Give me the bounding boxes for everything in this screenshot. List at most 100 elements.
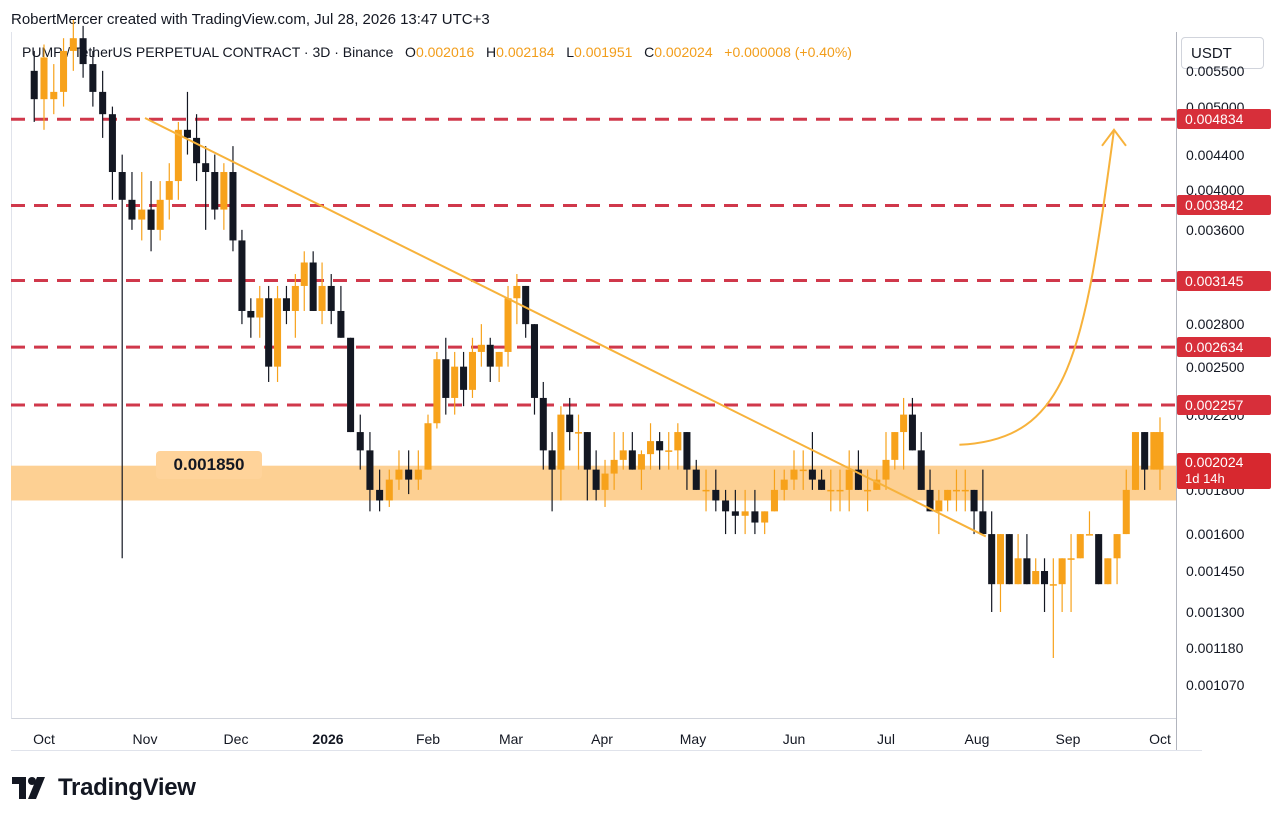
price-axis-label: 0.002500 <box>1186 358 1245 375</box>
candle-body <box>1067 558 1075 560</box>
close-value: 0.002024 <box>654 44 713 60</box>
currency-selector[interactable]: USDT <box>1181 37 1264 69</box>
candle-body <box>165 181 173 200</box>
candle-body <box>156 199 164 230</box>
candle-body <box>637 454 645 470</box>
candle-body <box>504 298 512 352</box>
projection-arrowhead-icon <box>1101 128 1127 147</box>
time-axis-label: May <box>679 731 707 747</box>
candle-body <box>1141 432 1149 470</box>
candle-body <box>229 172 237 241</box>
candle-body <box>193 137 201 164</box>
price-axis-border <box>1176 32 1177 751</box>
candle-body <box>712 489 720 501</box>
candle-body <box>908 414 916 451</box>
candle-body <box>761 511 769 523</box>
candle-body <box>583 432 591 470</box>
candle-body <box>495 351 503 367</box>
candle-body <box>414 469 422 480</box>
candle-body <box>513 285 521 299</box>
candle-body <box>548 450 556 470</box>
chart-attribution: RobertMercer created with TradingView.co… <box>11 11 490 28</box>
candle-body <box>799 469 807 472</box>
candle-body <box>944 489 952 501</box>
candle-body <box>1032 571 1040 585</box>
candle-body <box>211 172 219 210</box>
candle-body <box>1076 534 1084 559</box>
candle-body <box>647 441 655 455</box>
resistance-price-tag: 0.003145 <box>1177 270 1271 291</box>
logo-text: TradingView <box>58 774 196 801</box>
candle-body <box>808 469 816 480</box>
candle-body <box>1058 558 1066 585</box>
time-axis-label: Feb <box>415 731 441 747</box>
candle-body <box>108 114 116 173</box>
price-axis-label: 0.004000 <box>1186 182 1245 199</box>
symbol-name[interactable]: PUMP / TetherUS PERPETUAL CONTRACT · 3D … <box>22 44 394 60</box>
candle-body <box>424 423 432 470</box>
candle-body <box>1113 534 1121 559</box>
candle-body <box>601 473 609 490</box>
candle-body <box>202 163 210 173</box>
time-axis-label: Aug <box>964 731 990 747</box>
price-axis-label: 0.001180 <box>1186 640 1244 657</box>
candle-body <box>702 489 710 492</box>
candle-body <box>138 209 146 220</box>
candle-body <box>30 70 38 100</box>
candle-body <box>1122 489 1130 535</box>
candle-body <box>1131 432 1139 490</box>
candle-body <box>961 489 969 492</box>
price-axis-label: 0.001300 <box>1186 603 1245 620</box>
candle-body <box>337 310 345 338</box>
candle-body <box>69 38 77 51</box>
candle-body <box>40 57 48 100</box>
tradingview-mark-icon <box>12 777 45 799</box>
price-axis-label: 0.004400 <box>1186 146 1245 163</box>
tradingview-logo[interactable]: TradingView <box>12 774 196 802</box>
price-axis-label: 0.003600 <box>1186 221 1245 238</box>
candle-body <box>592 469 600 490</box>
time-axis-label: Nov <box>132 731 158 747</box>
candle-body <box>300 262 308 286</box>
candle-body <box>790 469 798 480</box>
candle-body <box>619 450 627 460</box>
resistance-price-tag: 0.004834 <box>1177 109 1271 130</box>
candle-body <box>770 489 778 512</box>
candle-body <box>845 469 853 490</box>
price-axis-label: 0.001450 <box>1186 563 1245 580</box>
price-axis-label: 0.002800 <box>1186 316 1245 333</box>
open-label: O <box>405 44 416 60</box>
time-axis-label: Jul <box>877 731 895 747</box>
current-price-value: 0.002024 <box>1185 454 1244 470</box>
bar-countdown: 1d 14h <box>1185 471 1225 486</box>
candle-body <box>451 366 459 398</box>
candle-body <box>1156 445 1164 448</box>
candle-body <box>836 489 844 492</box>
candle-body <box>291 285 299 311</box>
time-axis-label: Jun <box>782 731 806 747</box>
candle-body <box>265 298 273 367</box>
candle-body <box>610 459 618 474</box>
candle-body <box>988 534 996 585</box>
candle-body <box>900 414 908 433</box>
candle-body <box>566 414 574 433</box>
high-value: 0.002184 <box>496 44 555 60</box>
candle-body <box>147 209 155 230</box>
price-change: +0.000008 (+0.40%) <box>724 44 852 60</box>
candle-body <box>460 366 468 390</box>
chart-pane[interactable] <box>11 32 1177 719</box>
candle-body <box>751 511 759 523</box>
candle-body <box>327 285 335 311</box>
candle-body <box>183 129 191 138</box>
candle-body <box>442 359 450 398</box>
candle-body <box>128 199 136 220</box>
candle-body <box>356 432 364 451</box>
candle-body <box>827 489 835 492</box>
price-axis-label: 0.005500 <box>1186 62 1245 79</box>
support-callout-pointer <box>150 478 195 492</box>
candle-body <box>722 500 730 512</box>
candle-body <box>1104 558 1112 585</box>
candle-body <box>1049 584 1057 586</box>
candle-body <box>405 469 413 480</box>
